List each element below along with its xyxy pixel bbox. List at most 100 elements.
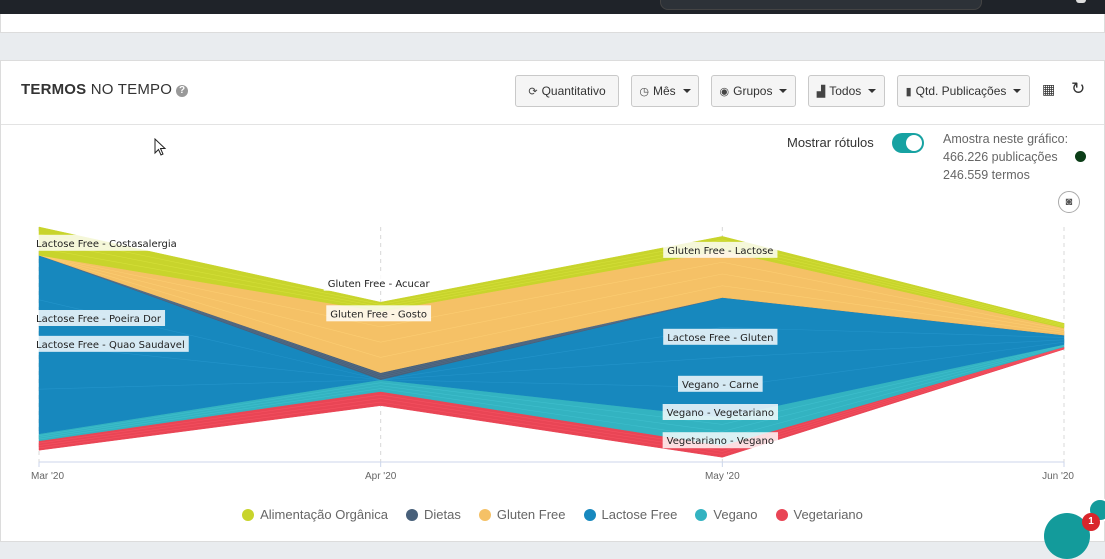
sample-publications: 466.226 publicações (943, 150, 1058, 164)
top-navbar (0, 0, 1105, 14)
series-stripe (38, 345, 1065, 440)
title-rest: NO TEMPO (90, 81, 173, 98)
eye-icon: ◉ (719, 85, 730, 98)
toggle-knob (906, 135, 922, 151)
series-stripe (38, 254, 1065, 331)
legend-marker (583, 508, 596, 521)
series-area-alimenta-o-org-nica (38, 226, 1065, 329)
x-tick-label: Apr '20 (365, 471, 397, 482)
data-label-box (32, 310, 166, 326)
clock-icon: ◷ (639, 85, 649, 98)
todos-button[interactable]: ▟ Todos (808, 75, 885, 107)
mes-button[interactable]: ◷ Mês (631, 75, 699, 107)
qtd-publicacoes-label: Qtd. Publicações (915, 84, 1007, 98)
data-label: Gluten Free - Gosto (330, 309, 427, 320)
data-label-box (678, 375, 763, 392)
series-stripe (38, 254, 1065, 358)
data-label: Gluten Free - Acucar (328, 279, 431, 290)
column-chart-icon: ▮ (905, 85, 912, 98)
data-label-box (32, 335, 189, 352)
series-stripe (38, 345, 1065, 438)
legend-label: Dietas (424, 507, 461, 522)
data-label: Lactose Free - Quao Saudavel (36, 340, 185, 351)
quantitativo-label: Quantitativo (541, 84, 606, 98)
refresh-icon: ⟳ (528, 85, 538, 98)
todos-label: Todos (829, 84, 862, 98)
series-stripe (38, 347, 1065, 449)
series-stripe (38, 348, 1065, 455)
series-stripe (38, 347, 1065, 452)
data-label: Lactose Free - Gluten (667, 333, 773, 344)
legend-item[interactable]: Dietas (406, 507, 461, 522)
chevron-down-icon (779, 89, 788, 93)
stacked-area-chart: Mar '20 Apr '20 May '20 Jun '20 Lactose Free… (31, 226, 1074, 482)
sample-terms: 246.559 termos (943, 168, 1030, 182)
legend-label: Vegetariano (793, 507, 863, 522)
series-stripe (38, 299, 1065, 381)
series-stripe (38, 339, 1065, 381)
data-label-box (323, 274, 434, 291)
series-stripe (38, 254, 1065, 343)
data-label: Vegano - Carne (682, 380, 759, 391)
series-stripe (38, 344, 1065, 436)
toggle-label: Mostrar rótulos (787, 135, 874, 150)
legend-label: Lactose Free (601, 507, 678, 522)
data-label-box (326, 305, 432, 322)
chevron-down-icon (1013, 89, 1022, 93)
export-icon[interactable]: ▦ (1042, 81, 1056, 97)
question-circle-icon[interactable]: ? (176, 85, 189, 97)
legend-item[interactable]: Lactose Free (583, 507, 678, 522)
mouse-cursor-icon (154, 138, 167, 156)
sample-status-dot (1075, 151, 1086, 162)
legend-marker (695, 508, 708, 521)
data-label-box (662, 404, 779, 420)
x-tick-label: Mar '20 (31, 471, 64, 482)
data-label-box (32, 234, 181, 251)
data-label-box (662, 432, 779, 449)
series-stripe (38, 240, 1065, 326)
legend-item[interactable]: Gluten Free (478, 507, 566, 522)
grupos-label: Grupos (733, 84, 773, 98)
legend-label: Gluten Free (496, 507, 566, 522)
data-label-box (663, 328, 778, 345)
show-labels-toggle[interactable] (892, 133, 924, 153)
qtd-publicacoes-button[interactable]: ▮ Qtd. Publicações (897, 75, 1030, 107)
x-tick-label: Jun '20 (1042, 471, 1074, 482)
data-label: Vegano - Vegetariano (667, 408, 774, 419)
top-panel-strip (0, 14, 1105, 33)
quantitativo-button[interactable]: ⟳ Quantitativo (515, 75, 619, 107)
data-label: Lactose Free - Costasalergia (36, 239, 177, 250)
data-label: Gluten Free - Lactose (667, 246, 773, 257)
series-stripe (38, 341, 1065, 390)
chevron-down-icon (682, 89, 691, 93)
series-stripe (38, 246, 1065, 328)
grupos-button[interactable]: ◉ Grupos (711, 75, 796, 107)
legend-item[interactable]: Alimentação Orgânica (242, 507, 388, 522)
x-tick-label: May '20 (705, 471, 740, 482)
user-menu-icon[interactable] (1076, 0, 1086, 3)
panel-header: TERMOS NO TEMPO? ⟳ Quantitativo ◷ Mês ◉ … (1, 61, 1104, 125)
data-label: Lactose Free - Poeira Dor (36, 314, 162, 325)
legend-label: Vegano (713, 507, 758, 522)
legend-marker (242, 508, 255, 521)
legend-item[interactable]: Vegetariano (775, 507, 863, 522)
bar-chart-icon: ▟ (816, 85, 826, 98)
legend-item[interactable]: Vegano (695, 507, 758, 522)
reload-icon[interactable]: ↻ (1071, 79, 1086, 98)
camera-icon[interactable]: ◙ (1058, 191, 1080, 213)
panel-title: TERMOS NO TEMPO? (21, 81, 189, 98)
legend-marker (775, 508, 788, 521)
data-label: Vegetariano - Vegano (667, 436, 774, 447)
title-bold: TERMOS (21, 81, 87, 98)
sample-info: Amostra neste gráfico: 466.226 publicaçõ… (943, 130, 1068, 184)
legend-marker (406, 508, 418, 521)
legend-label: Alimentação Orgânica (260, 507, 388, 522)
sample-title: Amostra neste gráfico: (943, 132, 1069, 146)
mes-label: Mês (652, 84, 676, 98)
search-bar[interactable] (660, 0, 982, 10)
terms-over-time-panel: TERMOS NO TEMPO? ⟳ Quantitativo ◷ Mês ◉ … (0, 60, 1105, 542)
chat-notification-badge: 1 (1082, 513, 1100, 531)
chevron-down-icon (868, 89, 877, 93)
data-label-box (663, 241, 778, 258)
chart-legend: Alimentação Orgânica Dietas Gluten Free Lac… (1, 507, 1104, 522)
